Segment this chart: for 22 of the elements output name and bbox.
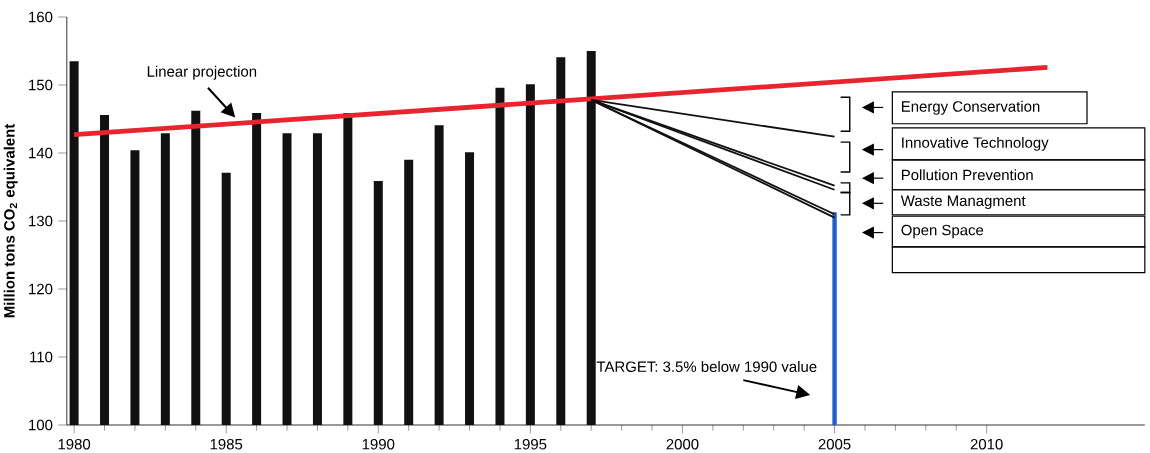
annotation: TARGET: 3.5% below 1990 value: [596, 361, 817, 373]
y-tick-label: 130: [29, 215, 53, 227]
y-tick-label: 150: [29, 79, 53, 91]
annotation: Pollution Prevention: [901, 169, 1033, 181]
x-tick-label: 2010: [970, 438, 1003, 450]
x-tick-label: 1995: [514, 438, 547, 450]
x-tick-label: 1985: [210, 438, 243, 450]
x-tick-label: 2005: [818, 438, 851, 450]
y-tick-label: 100: [29, 419, 53, 431]
annotation: Waste Managment: [900, 195, 1026, 209]
y-tick-label: 110: [30, 351, 53, 363]
y-tick-label: 140: [29, 147, 53, 159]
x-tick-label: 1980: [58, 438, 91, 450]
y-tick-label: 160: [29, 11, 53, 23]
annotation: Linear projection: [147, 65, 257, 80]
x-tick-label: 2000: [666, 438, 699, 450]
annotation: Energy Conservation: [901, 100, 1040, 115]
x-tick-label: 1990: [362, 438, 395, 450]
annotation: Open Space: [901, 224, 984, 239]
annotation: Innovative Technology: [902, 136, 1049, 151]
y-axis-title: Million tons CO$_{2}$ equivalent: [3, 123, 18, 318]
y-tick-label: 120: [29, 283, 53, 295]
